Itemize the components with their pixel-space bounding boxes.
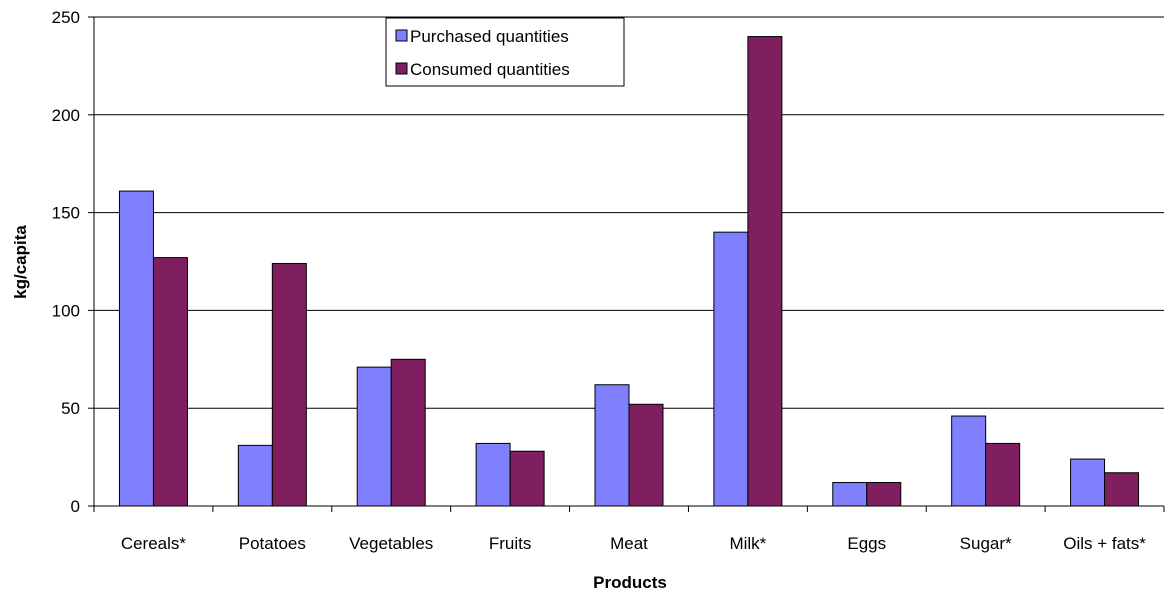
legend-label-consumed: Consumed quantities <box>410 60 570 79</box>
x-category-label: Meat <box>610 534 648 553</box>
bars <box>118 36 1140 507</box>
legend-swatch-consumed <box>395 62 408 75</box>
bar-purchased <box>118 190 154 507</box>
y-tick-label: 0 <box>71 497 80 516</box>
y-tick-label: 200 <box>52 106 80 125</box>
bar-purchased <box>356 366 392 507</box>
y-tick-label: 50 <box>61 399 80 418</box>
bar-consumed <box>985 442 1021 507</box>
x-category-label: Eggs <box>847 534 886 553</box>
x-category-label: Milk* <box>729 534 766 553</box>
x-axis-title: Products <box>593 573 667 592</box>
y-tick-label: 250 <box>52 8 80 27</box>
bar-consumed <box>271 262 307 507</box>
x-category-label: Oils + fats* <box>1063 534 1146 553</box>
gridlines <box>94 16 1164 409</box>
bar-purchased <box>951 415 987 507</box>
bar-purchased <box>594 384 630 507</box>
bar-purchased <box>832 482 868 507</box>
tick-labels: 0 50 100 150 200 250 Cereals* Potatoes Vegetable… <box>52 8 1147 553</box>
legend-frame <box>385 17 625 87</box>
bar-purchased <box>237 444 273 507</box>
legend-label-purchased: Purchased quantities <box>410 27 569 46</box>
bar-purchased <box>475 442 511 507</box>
bar-consumed <box>152 257 188 507</box>
bar-consumed <box>747 36 783 507</box>
y-tick-label: 100 <box>52 301 80 320</box>
axes <box>88 16 1165 512</box>
x-category-label: Fruits <box>489 534 532 553</box>
y-axis-title: kg/capita <box>11 225 30 299</box>
bar-consumed <box>866 482 902 507</box>
y-tick-label: 150 <box>52 204 80 223</box>
bar-consumed <box>1104 472 1140 507</box>
x-category-label: Vegetables <box>349 534 433 553</box>
legend-swatch-purchased <box>395 29 408 42</box>
legend: Purchased quantities Consumed quantities <box>385 17 625 87</box>
x-category-label: Cereals* <box>121 534 187 553</box>
bar-purchased <box>713 231 749 507</box>
bar-consumed <box>628 403 664 507</box>
x-category-label: Sugar* <box>960 534 1012 553</box>
bar-purchased <box>1070 458 1106 507</box>
bar-consumed <box>509 450 545 507</box>
bar-consumed <box>390 358 426 507</box>
x-category-label: Potatoes <box>239 534 306 553</box>
